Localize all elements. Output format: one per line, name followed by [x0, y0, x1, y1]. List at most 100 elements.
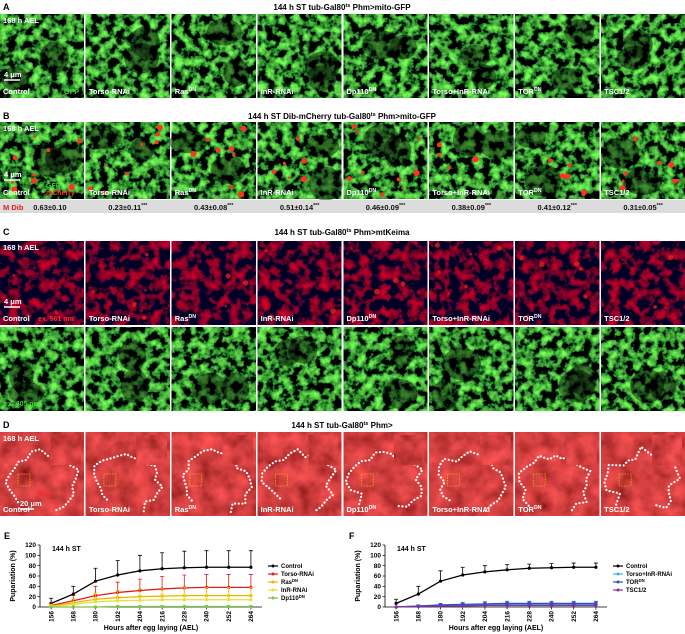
quant-value-text: 0.23±0.11 — [108, 203, 141, 212]
data-point — [160, 604, 164, 609]
y-tick-label: 60 — [374, 573, 382, 580]
nucleus — [169, 131, 208, 154]
quant-value-text: 0.51±0.14 — [280, 203, 314, 212]
x-tick-label: 252 — [571, 611, 578, 622]
data-point — [594, 603, 598, 608]
genotype-label-superscript: DN — [534, 505, 542, 511]
x-tick-label: 240 — [204, 611, 211, 622]
red-puncta — [564, 173, 571, 180]
genotype-label: TSC1/2 — [604, 188, 629, 197]
red-puncta — [142, 315, 147, 320]
data-line — [51, 599, 251, 608]
data-point — [227, 604, 231, 609]
data-point — [93, 605, 98, 609]
quant-value: 0.23±0.11*** — [108, 203, 148, 212]
micrograph — [601, 327, 685, 411]
micrograph — [601, 14, 685, 98]
red-puncta — [632, 136, 638, 142]
nucleus — [275, 338, 300, 367]
nucleus — [431, 380, 459, 411]
data-point — [116, 599, 120, 603]
red-puncta — [296, 136, 301, 142]
y-tick-label: 120 — [370, 542, 381, 549]
micrograph — [343, 241, 428, 325]
legend-label: InR-RNAi — [281, 588, 308, 594]
inset — [308, 434, 339, 466]
quant-value: 0.38±0.09*** — [452, 203, 492, 212]
age-label: 168 h AEL — [3, 243, 39, 252]
error-bar — [204, 574, 209, 588]
genotype-label: Torso-RNAi — [89, 314, 130, 323]
data-point — [182, 598, 186, 602]
panel-title-superscript: ts — [363, 421, 368, 427]
data-point — [461, 573, 465, 577]
red-puncta — [361, 170, 365, 175]
genotype-label: Control — [3, 188, 30, 197]
red-puncta — [447, 166, 451, 170]
tissue-outline — [344, 450, 425, 508]
genotype-label: TORDN — [518, 87, 541, 96]
micrograph — [85, 241, 170, 325]
data-line — [396, 602, 596, 608]
genotype-label-superscript: DN — [369, 505, 377, 511]
x-tick-label: 192 — [115, 611, 122, 622]
red-puncta — [242, 280, 249, 286]
red-puncta — [232, 153, 236, 157]
age-label: 168 h AEL — [3, 124, 39, 133]
nucleus — [459, 44, 490, 69]
data-point — [138, 569, 142, 573]
y-axis-label: Pupariation (%) — [355, 550, 362, 601]
quant-value: 0.43±0.08*** — [194, 203, 234, 212]
error-bar — [226, 550, 231, 568]
data-point — [549, 566, 554, 570]
panel-label: B — [3, 111, 10, 121]
red-puncta — [447, 292, 450, 295]
panel-title-text: 144 h ST Dib-mCherry tub-Gal80 — [248, 112, 371, 121]
y-tick-label: 20 — [29, 594, 37, 601]
legend-marker — [616, 572, 620, 576]
nucleus — [452, 123, 481, 157]
red-puncta — [237, 191, 245, 198]
x-tick-label: 264 — [248, 611, 255, 622]
genotype-label: TORDN — [518, 505, 541, 514]
genotype-label: Dp110DN — [347, 505, 377, 514]
genotype-label-superscript: DN — [369, 87, 377, 93]
inset — [565, 434, 597, 466]
data-point — [505, 568, 509, 572]
genotype-label-text: InR-RNAi — [261, 188, 294, 197]
quant-value-superscript: *** — [485, 203, 492, 209]
genotype-label-text: Control — [3, 314, 30, 323]
x-tick-label: 228 — [182, 611, 189, 622]
nucleus — [39, 41, 69, 74]
red-puncta — [380, 192, 385, 197]
panel-label: A — [3, 2, 10, 12]
genotype-label: Control — [3, 505, 30, 514]
x-tick-label: 204 — [482, 611, 489, 622]
red-puncta — [413, 169, 420, 177]
age-label: 168 h AEL — [3, 434, 39, 443]
genotype-label-text: Control — [3, 188, 30, 197]
data-point — [549, 603, 554, 608]
y-tick-label: 100 — [25, 553, 36, 560]
age-label: 168 h AEL — [3, 16, 39, 25]
nucleus — [120, 368, 149, 404]
genotype-label: Dp110DN — [347, 87, 377, 96]
x-tick-label: 216 — [504, 611, 511, 622]
legend-label-text: Dp110 — [281, 596, 299, 602]
micrograph — [0, 327, 84, 411]
legend-label-text: TSC1/2 — [626, 588, 647, 594]
inset — [651, 434, 683, 466]
x-axis-label: Hours after egg laying (AEL) — [104, 625, 199, 632]
genotype-label-text: Ras — [175, 87, 189, 96]
micrograph — [343, 14, 428, 98]
red-puncta — [657, 160, 662, 166]
data-point — [71, 602, 75, 607]
nucleus — [623, 30, 653, 58]
micrograph — [429, 14, 514, 98]
red-puncta — [132, 301, 137, 307]
genotype-label-superscript: DN — [189, 505, 197, 511]
panel-title-text: 144 h ST tub-Gal80 — [291, 421, 364, 430]
genotype-label-text: TSC1/2 — [604, 188, 629, 197]
nucleus — [383, 135, 412, 166]
